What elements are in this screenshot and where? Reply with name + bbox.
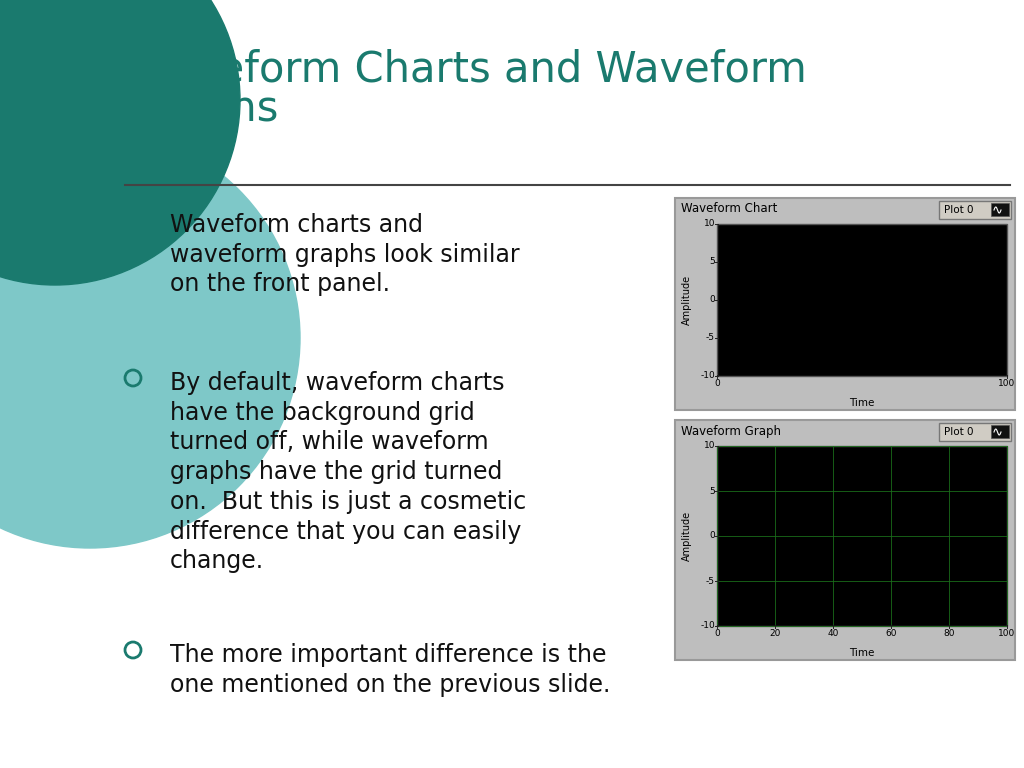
Bar	[717, 224, 1007, 376]
Text: Graphs: Graphs	[130, 88, 280, 130]
Bar	[939, 201, 1011, 219]
Text: Time: Time	[849, 398, 874, 408]
Text: 10: 10	[703, 442, 715, 451]
Text: Amplitude: Amplitude	[682, 511, 692, 561]
Text: Time: Time	[849, 648, 874, 658]
Text: Plot 0: Plot 0	[944, 205, 974, 215]
Text: -5: -5	[706, 333, 715, 343]
Bar	[717, 446, 1007, 626]
Text: -10: -10	[700, 372, 715, 380]
Bar	[675, 198, 1015, 410]
Text: 10: 10	[703, 220, 715, 229]
Bar	[991, 425, 1009, 438]
Text: 5: 5	[710, 257, 715, 266]
Text: 0: 0	[714, 379, 720, 388]
Text: Waveform Chart: Waveform Chart	[681, 203, 777, 216]
Text: -5: -5	[706, 577, 715, 585]
Bar	[991, 203, 1009, 216]
Text: Waveform Graph: Waveform Graph	[681, 425, 781, 438]
Bar	[675, 420, 1015, 660]
Text: 0: 0	[710, 531, 715, 541]
Text: Plot 0: Plot 0	[944, 427, 974, 437]
Text: 80: 80	[943, 629, 954, 638]
Text: -10: -10	[700, 621, 715, 631]
Circle shape	[0, 0, 240, 285]
Circle shape	[0, 128, 300, 548]
Text: 20: 20	[769, 629, 780, 638]
Text: Amplitude: Amplitude	[682, 275, 692, 325]
Text: The more important difference is the
one mentioned on the previous slide.: The more important difference is the one…	[170, 643, 610, 697]
Text: Waveform Charts and Waveform: Waveform Charts and Waveform	[130, 48, 807, 90]
Text: 0: 0	[710, 296, 715, 304]
Text: 100: 100	[998, 379, 1016, 388]
Text: Waveform charts and
waveform graphs look similar
on the front panel.: Waveform charts and waveform graphs look…	[170, 213, 519, 296]
Text: 60: 60	[886, 629, 897, 638]
Text: 40: 40	[827, 629, 839, 638]
Text: By default, waveform charts
have the background grid
turned off, while waveform
: By default, waveform charts have the bac…	[170, 371, 526, 573]
Bar	[939, 423, 1011, 441]
Text: 0: 0	[714, 629, 720, 638]
Text: 5: 5	[710, 486, 715, 495]
Text: 100: 100	[998, 629, 1016, 638]
